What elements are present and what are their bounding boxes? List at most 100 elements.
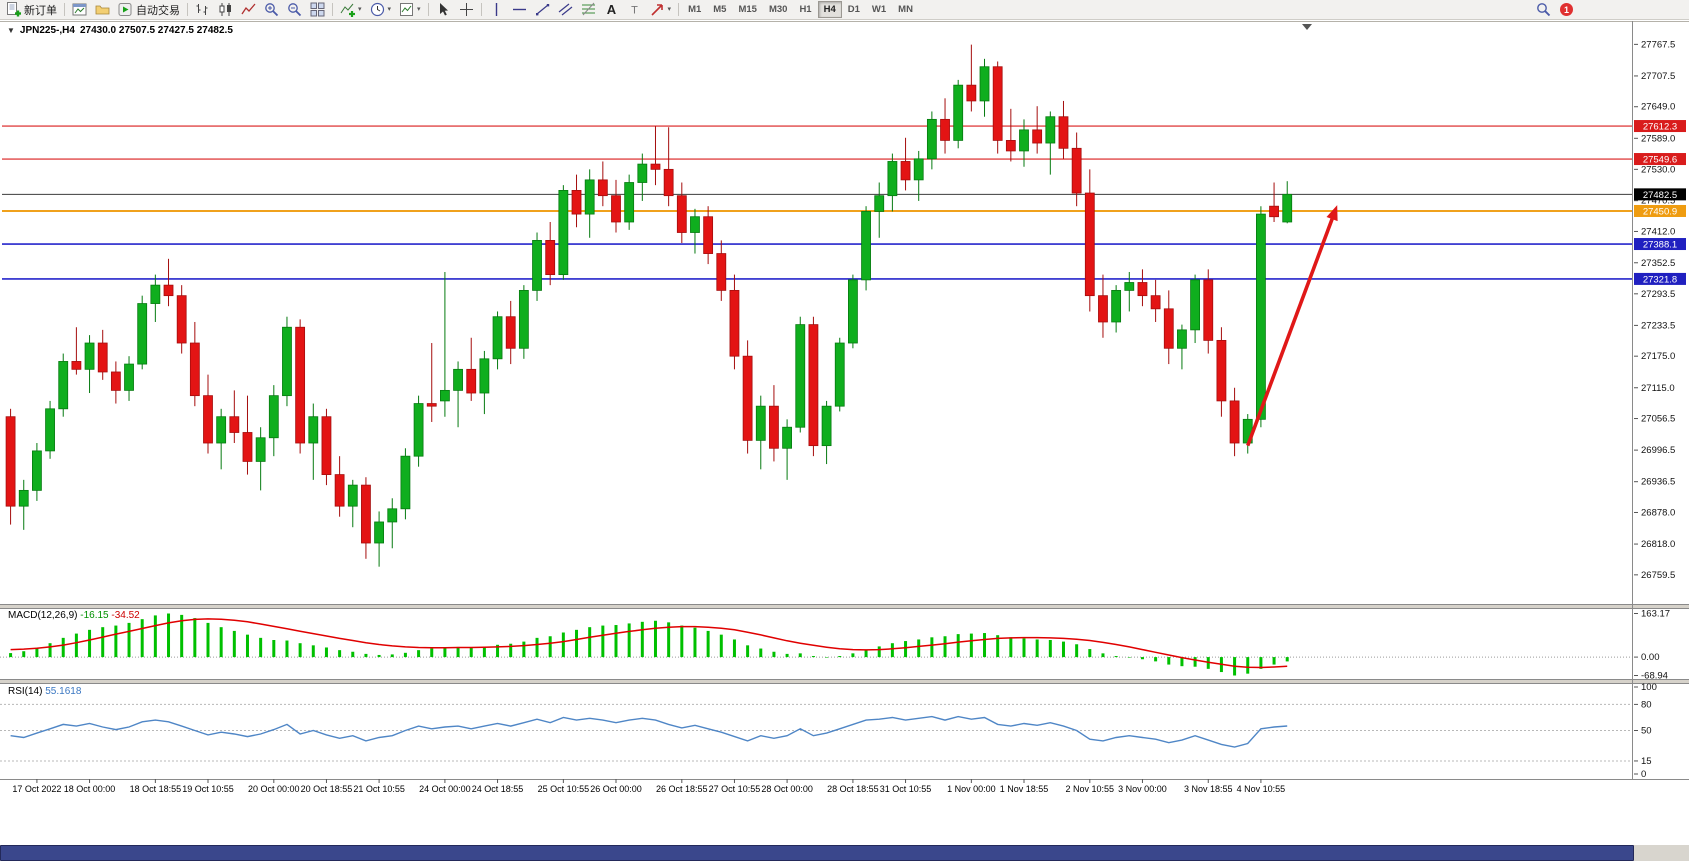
horizontal-scrollbar[interactable] — [0, 845, 1689, 861]
svg-text:4 Nov 10:55: 4 Nov 10:55 — [1237, 784, 1286, 794]
vertical-line-button[interactable] — [485, 1, 508, 19]
tf-d1[interactable]: D1 — [842, 1, 866, 18]
svg-text:27530.0: 27530.0 — [1641, 164, 1675, 175]
tile-windows-button[interactable] — [306, 1, 329, 19]
zoom-out-button[interactable] — [283, 1, 306, 19]
trend-arrow — [1246, 205, 1338, 447]
svg-text:26818.0: 26818.0 — [1641, 539, 1675, 550]
svg-text:27549.6: 27549.6 — [1643, 155, 1677, 166]
rsi-label: RSI(14) 55.1618 — [8, 686, 81, 697]
zoom-in-button[interactable] — [260, 1, 283, 19]
chart-shift-marker[interactable] — [1302, 24, 1312, 30]
svg-text:3 Nov 00:00: 3 Nov 00:00 — [1118, 784, 1167, 794]
tf-w1[interactable]: W1 — [866, 1, 892, 18]
chart-chrome — [0, 21, 1689, 845]
dropdown-caret: ▾ — [387, 6, 392, 13]
periods-button[interactable]: ▾ — [366, 1, 396, 19]
toolbar-separator — [480, 3, 482, 16]
tf-m30[interactable]: M30 — [763, 1, 793, 18]
candlestick-button[interactable] — [214, 1, 237, 19]
svg-text:21 Oct 10:55: 21 Oct 10:55 — [353, 784, 405, 794]
svg-text:27470.5: 27470.5 — [1641, 196, 1675, 207]
svg-text:27589.0: 27589.0 — [1641, 133, 1675, 144]
rsi-value: 55.1618 — [45, 686, 82, 697]
svg-text:27767.5: 27767.5 — [1641, 39, 1675, 50]
equidistant-channel-icon — [558, 3, 572, 16]
text-icon: A — [606, 2, 616, 17]
arrows-button[interactable]: ▾ — [646, 1, 676, 19]
svg-text:2 Nov 10:55: 2 Nov 10:55 — [1066, 784, 1115, 794]
svg-text:18 Oct 18:55: 18 Oct 18:55 — [130, 784, 182, 794]
tf-h4[interactable]: H4 — [817, 1, 842, 18]
dropdown-caret: ▾ — [417, 6, 421, 13]
svg-text:27056.5: 27056.5 — [1641, 414, 1675, 425]
autotrading-button[interactable]: 自动交易 — [114, 1, 184, 19]
svg-text:27707.5: 27707.5 — [1641, 71, 1675, 82]
price-axis: 27767.5 27707.5 27649.0 27589.0 27530.0 27470… — [1634, 39, 1675, 581]
macd-label: MACD(12,26,9) -16.15 -34.52 — [8, 610, 140, 621]
new-order-button[interactable]: 新订单 — [2, 1, 61, 19]
tf-m1[interactable]: M1 — [682, 1, 707, 18]
svg-text:A: A — [606, 2, 616, 17]
vertical-line-icon — [495, 3, 497, 16]
text-label-button[interactable]: T — [623, 1, 646, 19]
search-button[interactable] — [1532, 1, 1555, 19]
svg-text:27352.5: 27352.5 — [1641, 258, 1675, 269]
svg-text:15: 15 — [1641, 756, 1652, 767]
rsi-panel: 100 80 50 15 0 — [0, 682, 1657, 780]
svg-text:T: T — [631, 5, 638, 17]
svg-text:0.00: 0.00 — [1641, 652, 1660, 663]
charts-window-button[interactable] — [68, 1, 91, 19]
crosshair-button[interactable] — [455, 1, 478, 19]
channel-button[interactable] — [554, 1, 577, 19]
cursor-icon — [439, 3, 448, 16]
tf-m5[interactable]: M5 — [707, 1, 732, 18]
macd-signal-value: -34.52 — [111, 610, 140, 621]
tf-h1[interactable]: H1 — [793, 1, 817, 18]
tf-mn[interactable]: MN — [892, 1, 919, 18]
fibonacci-icon — [581, 2, 595, 16]
svg-text:1 Nov 00:00: 1 Nov 00:00 — [947, 784, 996, 794]
tile-windows-icon — [310, 2, 325, 17]
svg-text:26 Oct 00:00: 26 Oct 00:00 — [590, 784, 642, 794]
toolbar-separator — [678, 3, 680, 16]
autotrading-label: 自动交易 — [136, 4, 180, 17]
rsi-name: RSI(14) — [8, 686, 43, 697]
fibonacci-button[interactable] — [577, 1, 600, 19]
candlestick-icon — [219, 3, 231, 16]
svg-text:0: 0 — [1641, 769, 1646, 780]
svg-text:27293.5: 27293.5 — [1641, 289, 1675, 300]
bar-chart-button[interactable] — [191, 1, 214, 19]
templates-button[interactable]: ▾ — [395, 1, 425, 19]
svg-text:20 Oct 18:55: 20 Oct 18:55 — [301, 784, 353, 794]
new-order-label: 新订单 — [24, 4, 57, 17]
line-chart-icon — [241, 3, 256, 15]
text-button[interactable]: A — [600, 1, 623, 19]
chart-window-icon — [72, 3, 87, 16]
notification-badge[interactable]: 1 — [1560, 3, 1573, 16]
svg-text:19 Oct 10:55: 19 Oct 10:55 — [182, 784, 234, 794]
svg-text:24 Oct 00:00: 24 Oct 00:00 — [419, 784, 471, 794]
svg-text:80: 80 — [1641, 699, 1652, 710]
trendline-button[interactable] — [531, 1, 554, 19]
chart-menu-icon[interactable]: ▼ — [7, 26, 15, 35]
templates-icon — [400, 3, 414, 16]
horizontal-line-button[interactable] — [508, 1, 531, 19]
chart-symbol-period: JPN225-,H4 — [19, 25, 75, 36]
profiles-folder-icon — [95, 5, 110, 15]
cursor-button[interactable] — [432, 1, 455, 19]
tf-m15[interactable]: M15 — [732, 1, 762, 18]
profiles-button[interactable] — [91, 1, 114, 19]
line-chart-button[interactable] — [237, 1, 260, 19]
macd-panel: 163.17 0.00 -68.94 — [0, 608, 1670, 682]
crosshair-icon — [459, 3, 473, 16]
main-toolbar: 新订单 自动交易 — [0, 0, 1689, 20]
periods-clock-icon — [370, 2, 384, 17]
svg-text:27649.0: 27649.0 — [1641, 102, 1675, 113]
svg-text:-68.94: -68.94 — [1641, 671, 1668, 682]
add-indicator-button[interactable]: ▾ — [336, 1, 366, 19]
scrollbar-thumb[interactable] — [0, 845, 1634, 861]
chart-title-bar: ▼ JPN225-,H4 27430.0 27507.5 27427.5 274… — [7, 25, 233, 36]
dropdown-caret: ▾ — [667, 6, 672, 13]
